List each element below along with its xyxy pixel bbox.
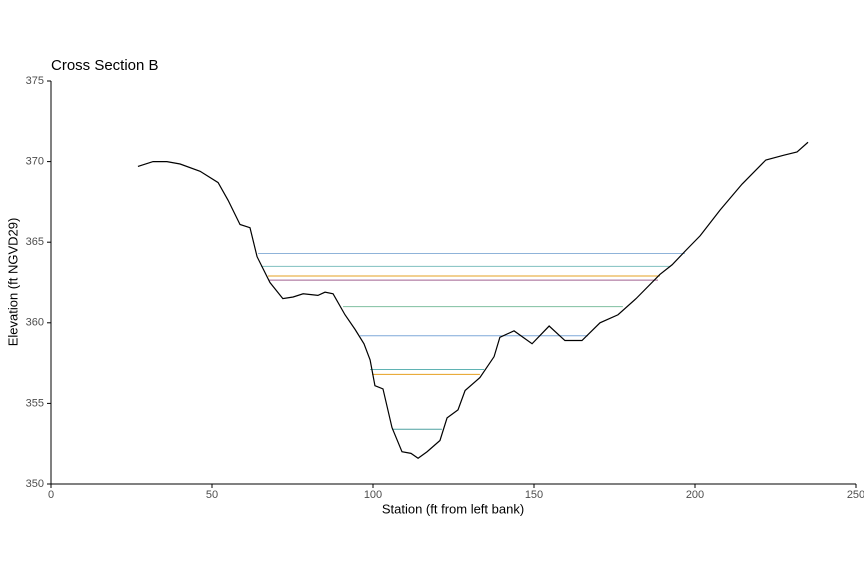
x-axis-title: Station (ft from left bank)	[382, 501, 524, 516]
x-tick-label: 50	[206, 489, 218, 501]
y-tick-label: 360	[26, 317, 44, 329]
x-tick-label: 200	[686, 489, 704, 501]
y-tick-label: 365	[26, 236, 44, 248]
x-tick-label: 250	[847, 489, 864, 501]
x-tick-label: 0	[48, 489, 54, 501]
y-axis-title: Elevation (ft NGVD29)	[5, 218, 20, 347]
y-tick-label: 375	[26, 75, 44, 87]
x-tick-label: 100	[364, 489, 382, 501]
profile-line	[137, 141, 809, 459]
x-tick-label: 150	[525, 489, 543, 501]
y-tick-label: 350	[26, 478, 44, 490]
chart-title: Cross Section B	[51, 57, 159, 74]
y-tick-label: 355	[26, 397, 44, 409]
y-tick-label: 370	[26, 156, 44, 168]
